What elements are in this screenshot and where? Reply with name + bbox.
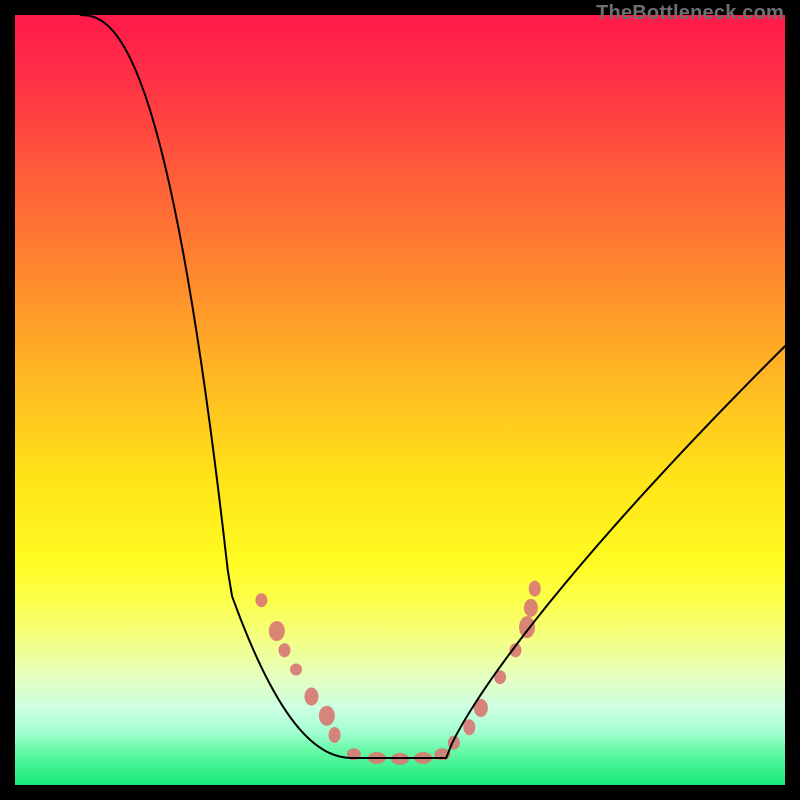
- chart-svg: [15, 15, 785, 785]
- data-marker: [290, 664, 302, 676]
- data-marker: [255, 593, 267, 607]
- gradient-background: [15, 15, 785, 785]
- data-marker: [529, 581, 541, 597]
- data-marker: [463, 719, 475, 735]
- data-marker: [524, 599, 538, 617]
- watermark-text: TheBottleneck.com: [596, 2, 784, 25]
- data-marker: [519, 616, 535, 638]
- data-marker: [319, 706, 335, 726]
- data-marker: [329, 727, 341, 743]
- data-marker: [269, 621, 285, 641]
- data-marker: [304, 687, 318, 705]
- plot-area: [15, 15, 785, 785]
- data-marker: [279, 643, 291, 657]
